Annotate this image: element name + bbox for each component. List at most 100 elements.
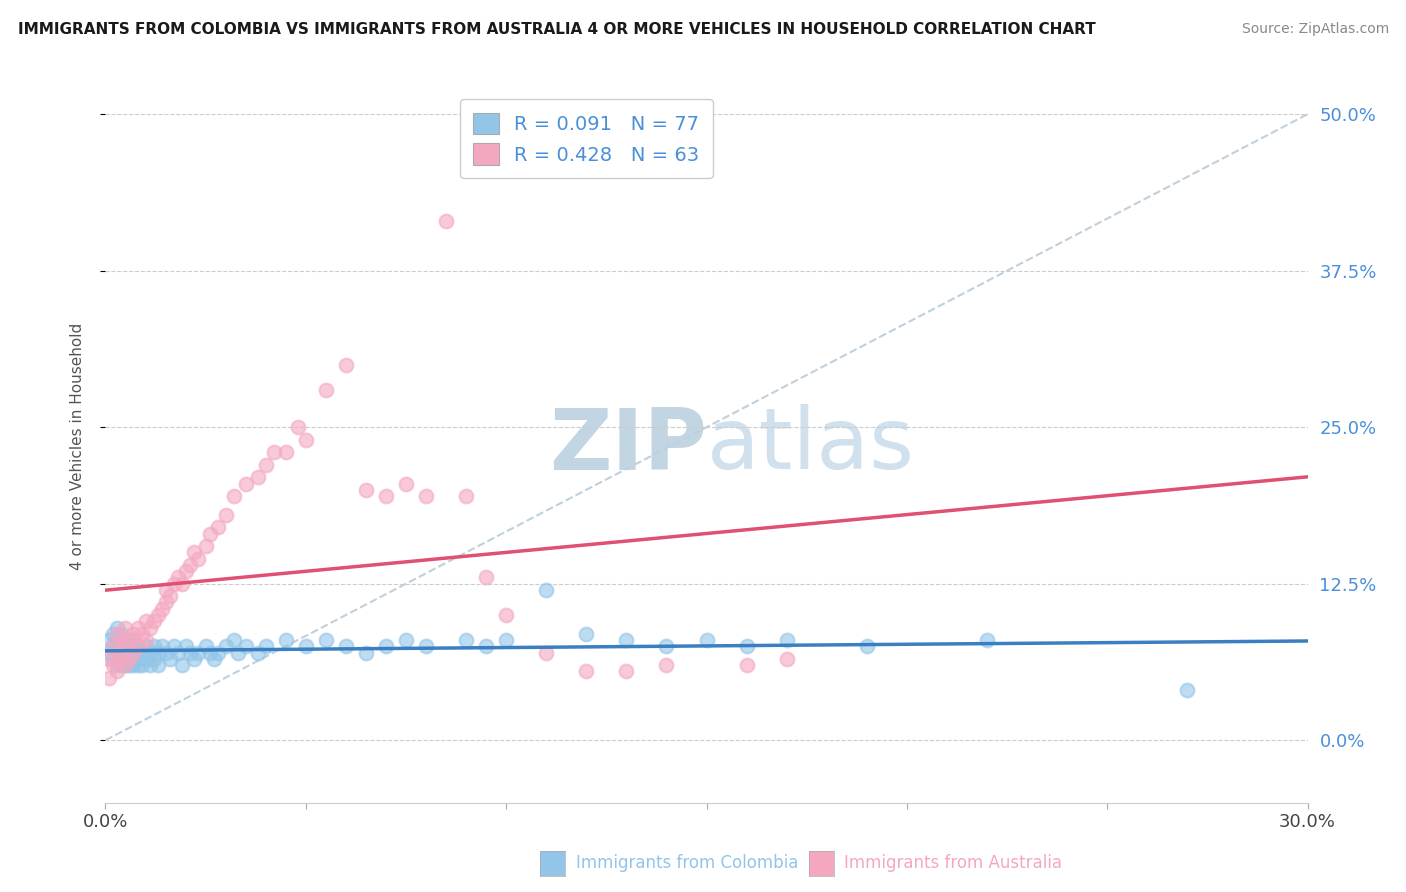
Point — [138, 658, 160, 673]
Point — [162, 640, 184, 654]
Point — [187, 646, 209, 660]
Point — [315, 633, 337, 648]
Point — [107, 633, 129, 648]
Point — [198, 646, 221, 660]
Point — [198, 526, 221, 541]
Point — [174, 564, 197, 578]
Point — [114, 621, 136, 635]
Point — [475, 640, 498, 654]
Point — [207, 520, 229, 534]
Point — [855, 640, 877, 654]
Point — [122, 646, 145, 660]
Point — [295, 433, 318, 447]
Point — [146, 607, 169, 622]
Point — [415, 640, 437, 654]
Point — [166, 646, 188, 660]
Point — [183, 545, 205, 559]
Point — [274, 445, 297, 459]
Point — [415, 489, 437, 503]
Point — [295, 640, 318, 654]
Point — [135, 633, 157, 648]
Point — [179, 558, 201, 572]
Point — [103, 658, 125, 673]
Point — [122, 627, 145, 641]
Point — [138, 621, 160, 635]
Point — [138, 646, 160, 660]
Point — [114, 640, 136, 654]
Point — [155, 646, 177, 660]
Point — [110, 633, 132, 648]
Point — [131, 627, 153, 641]
Point — [110, 658, 132, 673]
Point — [214, 640, 236, 654]
Point — [166, 570, 188, 584]
Point — [150, 640, 173, 654]
Text: ZIP: ZIP — [548, 404, 707, 488]
Point — [127, 621, 149, 635]
Point — [127, 658, 149, 673]
Point — [534, 582, 557, 597]
Point — [735, 640, 758, 654]
Point — [222, 633, 245, 648]
Point — [1177, 683, 1199, 698]
Point — [274, 633, 297, 648]
Point — [142, 652, 165, 666]
Point — [534, 646, 557, 660]
Point — [235, 476, 257, 491]
Point — [155, 582, 177, 597]
Point — [142, 640, 165, 654]
Text: atlas: atlas — [707, 404, 914, 488]
Point — [107, 665, 129, 679]
Point — [495, 633, 517, 648]
Point — [335, 358, 357, 372]
Point — [454, 633, 477, 648]
Point — [162, 576, 184, 591]
Point — [354, 646, 377, 660]
Point — [127, 640, 149, 654]
Point — [135, 652, 157, 666]
Point — [174, 640, 197, 654]
Point — [135, 640, 157, 654]
Point — [246, 646, 269, 660]
Point — [159, 589, 181, 603]
Point — [98, 646, 121, 660]
Point — [110, 640, 132, 654]
Point — [107, 646, 129, 660]
Point — [616, 633, 638, 648]
Point — [155, 595, 177, 609]
Point — [226, 646, 249, 660]
Point — [202, 652, 225, 666]
Point — [315, 383, 337, 397]
Point — [107, 621, 129, 635]
Point — [776, 633, 799, 648]
Point — [655, 658, 678, 673]
Point — [103, 640, 125, 654]
Point — [454, 489, 477, 503]
Point — [776, 652, 799, 666]
Point — [118, 640, 141, 654]
Point — [335, 640, 357, 654]
Point — [395, 476, 418, 491]
Point — [114, 658, 136, 673]
Point — [254, 458, 277, 472]
Point — [114, 658, 136, 673]
Point — [110, 627, 132, 641]
Point — [616, 665, 638, 679]
Legend: R = 0.091   N = 77, R = 0.428   N = 63: R = 0.091 N = 77, R = 0.428 N = 63 — [460, 99, 713, 178]
Point — [118, 658, 141, 673]
Point — [374, 489, 398, 503]
Point — [254, 640, 277, 654]
Point — [114, 646, 136, 660]
Point — [354, 483, 377, 497]
Text: Immigrants from Australia: Immigrants from Australia — [844, 855, 1062, 872]
Point — [575, 665, 598, 679]
Point — [131, 658, 153, 673]
Point — [122, 658, 145, 673]
Point — [98, 671, 121, 685]
Point — [146, 646, 169, 660]
Point — [374, 640, 398, 654]
Point — [976, 633, 998, 648]
Point — [170, 658, 193, 673]
Point — [103, 627, 125, 641]
Point — [103, 652, 125, 666]
